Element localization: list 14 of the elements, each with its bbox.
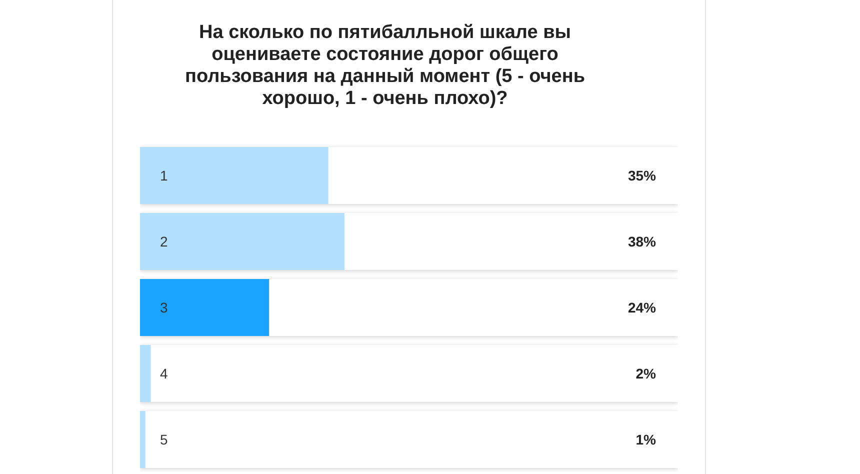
data-label: 1%	[636, 432, 657, 448]
data-label: 35%	[628, 168, 657, 184]
data-label: 2%	[636, 366, 657, 382]
y-tick-label: 1	[160, 168, 168, 184]
text: На сколько по пятибалльной шкале вы оцениваете состояние дорог общего пользования на данный момент (5 - очень хорошо, 1 - очень плохо)?	[184, 22, 586, 110]
y-tick-label: 5	[160, 432, 168, 448]
bar	[140, 411, 146, 468]
data-label: 24%	[628, 300, 657, 316]
data-label: 38%	[628, 234, 657, 250]
bar	[140, 345, 151, 402]
y-tick-label: 3	[160, 300, 168, 316]
y-tick-label: 4	[160, 366, 168, 382]
y-tick-label: 2	[160, 234, 168, 250]
bar	[140, 279, 270, 336]
